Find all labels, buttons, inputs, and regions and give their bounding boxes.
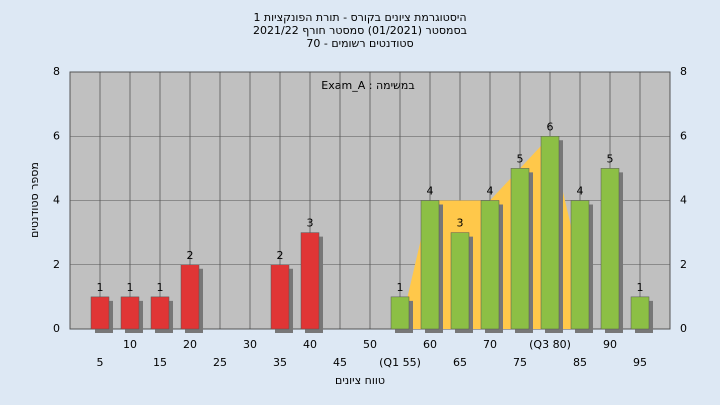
y-tick-label: 2 <box>680 258 687 271</box>
bar <box>150 296 170 330</box>
bar <box>90 296 110 330</box>
x-tick-label: 75 <box>513 356 527 369</box>
x-tick-label: 65 <box>453 356 467 369</box>
bar <box>180 264 200 330</box>
x-tick-label: (Q3 80) <box>529 338 571 351</box>
x-tick-label: 5 <box>97 356 104 369</box>
x-tick-label: (Q1 55) <box>379 356 421 369</box>
bar <box>300 232 320 330</box>
bar <box>450 232 470 330</box>
x-tick-label: 10 <box>123 338 137 351</box>
x-tick-label: 95 <box>633 356 647 369</box>
y-tick-label: 4 <box>680 194 687 207</box>
x-tick-label: 40 <box>303 338 317 351</box>
bar <box>570 200 590 330</box>
y-tick-label: 0 <box>680 322 687 335</box>
bar <box>120 296 140 330</box>
data-label: 3 <box>307 217 314 230</box>
x-tick-label: 20 <box>183 338 197 351</box>
data-label: 1 <box>157 281 164 294</box>
y-tick-label: 6 <box>53 129 60 142</box>
x-tick-label: 15 <box>153 356 167 369</box>
bar <box>630 296 650 330</box>
data-label: 4 <box>427 185 434 198</box>
chart-subtitle: סטודנטים רשומים - 70 <box>306 37 413 50</box>
x-tick-label: 90 <box>603 338 617 351</box>
data-label: 1 <box>97 281 104 294</box>
y-axis-label: מספר סטודנטים <box>28 162 41 238</box>
x-tick-label: 45 <box>333 356 347 369</box>
y-tick-label: 8 <box>53 65 60 78</box>
chart-subtitle: בסמסטר (01/2021) סמסטר חורף 2021/22 <box>253 24 467 37</box>
annotation: Exam_A : במשימה <box>321 79 414 92</box>
bar <box>510 168 530 330</box>
x-tick-label: 70 <box>483 338 497 351</box>
data-label: 1 <box>127 281 134 294</box>
data-label: 6 <box>547 120 554 133</box>
data-label: 2 <box>187 249 194 262</box>
bar <box>600 168 620 330</box>
data-label: 2 <box>277 249 284 262</box>
chart-title: היסטוגרמת ציונים בקורס - תורת הפונקציות … <box>253 11 466 24</box>
x-tick-label: 50 <box>363 338 377 351</box>
data-label: 1 <box>397 281 404 294</box>
y-tick-label: 0 <box>53 322 60 335</box>
data-label: 4 <box>487 185 494 198</box>
data-label: 5 <box>517 152 524 165</box>
x-tick-label: 60 <box>423 338 437 351</box>
x-tick-label: 30 <box>243 338 257 351</box>
data-label: 4 <box>577 185 584 198</box>
y-tick-label: 8 <box>680 65 687 78</box>
x-tick-label: 35 <box>273 356 287 369</box>
x-axis-label: טווח ציונים <box>335 374 385 387</box>
data-label: 5 <box>607 152 614 165</box>
bar <box>540 136 560 330</box>
bar <box>480 200 500 330</box>
x-tick-label: 85 <box>573 356 587 369</box>
data-label: 1 <box>637 281 644 294</box>
data-label: 3 <box>457 217 464 230</box>
x-tick-label: 25 <box>213 356 227 369</box>
bar <box>390 296 410 330</box>
y-tick-label: 6 <box>680 129 687 142</box>
bar <box>270 264 290 330</box>
bar <box>420 200 440 330</box>
y-tick-label: 2 <box>53 258 60 271</box>
y-tick-label: 4 <box>53 194 60 207</box>
